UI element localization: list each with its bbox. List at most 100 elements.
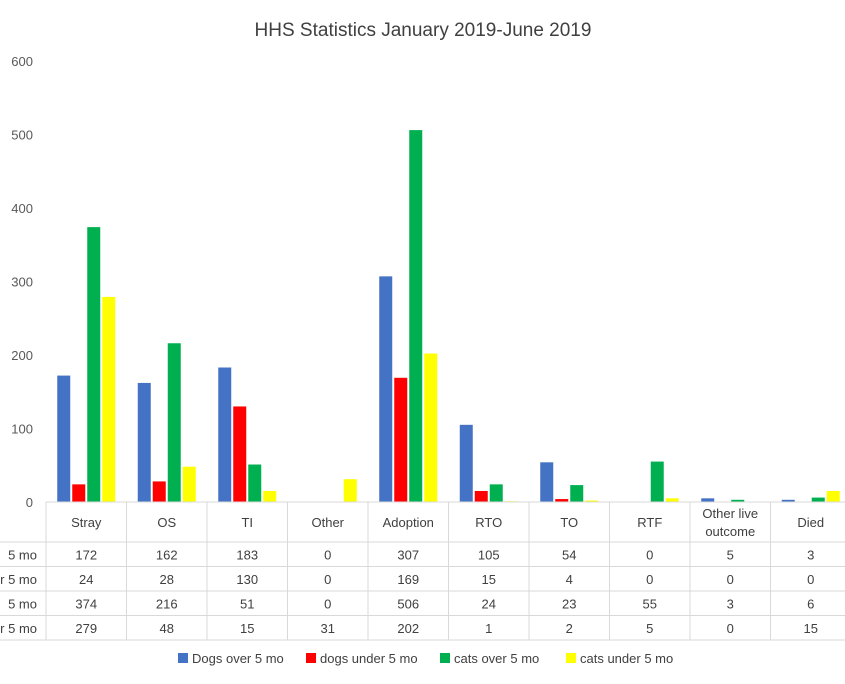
data-label-s0-c2: 183 <box>236 547 258 562</box>
bar-series3-cat9 <box>826 490 840 502</box>
category-label-6: TO <box>560 515 578 530</box>
row-label-1: er 5 mo <box>0 572 37 587</box>
data-label-s0-c8: 5 <box>727 547 734 562</box>
legend-swatch-2 <box>440 653 450 663</box>
data-label-s2-c9: 6 <box>807 596 814 611</box>
category-label-7: RTF <box>637 515 662 530</box>
data-label-s2-c1: 216 <box>156 596 178 611</box>
data-label-s2-c0: 374 <box>75 596 97 611</box>
data-label-s3-c4: 202 <box>397 621 419 636</box>
data-label-s1-c1: 28 <box>160 572 174 587</box>
category-label-5: RTO <box>475 515 502 530</box>
data-label-s0-c7: 0 <box>646 547 653 562</box>
data-label-s2-c5: 24 <box>482 596 496 611</box>
plot-area <box>57 130 840 503</box>
bar-series0-cat0 <box>57 375 71 502</box>
data-label-s2-c6: 23 <box>562 596 576 611</box>
data-label-s1-c6: 4 <box>566 572 573 587</box>
data-label-s3-c5: 1 <box>485 621 492 636</box>
bar-series3-cat2 <box>263 490 277 502</box>
data-label-s0-c9: 3 <box>807 547 814 562</box>
row-label-0: 5 mo <box>8 547 37 562</box>
legend-swatch-0 <box>178 653 188 663</box>
data-label-s2-c7: 55 <box>643 596 657 611</box>
data-label-s1-c8: 0 <box>727 572 734 587</box>
category-label-1: OS <box>157 515 176 530</box>
bar-series3-cat7 <box>665 498 679 502</box>
data-label-s0-c6: 54 <box>562 547 576 562</box>
data-label-s3-c1: 48 <box>160 621 174 636</box>
data-label-s1-c9: 0 <box>807 572 814 587</box>
bar-series0-cat6 <box>540 462 554 502</box>
data-label-s3-c7: 5 <box>646 621 653 636</box>
data-label-s0-c1: 162 <box>156 547 178 562</box>
data-label-s1-c3: 0 <box>324 572 331 587</box>
bar-series1-cat2 <box>233 406 247 502</box>
bar-series3-cat0 <box>102 296 116 502</box>
bar-series1-cat6 <box>555 499 569 502</box>
legend-label-1: dogs under 5 mo <box>320 651 418 666</box>
bar-series3-cat3 <box>343 479 357 502</box>
bar-series2-cat4 <box>409 130 423 502</box>
data-label-s1-c4: 169 <box>397 572 419 587</box>
legend-swatch-3 <box>566 653 576 663</box>
y-tick-label-1: 100 <box>11 422 33 437</box>
data-label-s0-c3: 0 <box>324 547 331 562</box>
legend-swatch-1 <box>306 653 316 663</box>
legend: Dogs over 5 mo dogs under 5 mo cats over 5… <box>178 651 673 666</box>
category-label-9: Died <box>797 515 824 530</box>
bar-series0-cat1 <box>137 382 151 502</box>
row-label-2: 5 mo <box>8 596 37 611</box>
data-label-s3-c3: 31 <box>321 621 335 636</box>
bar-series2-cat1 <box>167 343 181 502</box>
bar-series0-cat9 <box>781 499 795 502</box>
category-label-8: Other live outcome <box>702 506 758 539</box>
data-label-s3-c6: 2 <box>566 621 573 636</box>
data-label-s1-c0: 24 <box>79 572 93 587</box>
y-axis: 0 100 200 300 400 500 600 <box>11 54 33 510</box>
legend-label-2: cats over 5 mo <box>454 651 539 666</box>
bar-series2-cat7 <box>650 461 664 502</box>
legend-label-3: cats under 5 mo <box>580 651 673 666</box>
bar-series0-cat5 <box>459 424 473 502</box>
bar-series0-cat8 <box>701 498 715 502</box>
category-label-3: Other <box>311 515 344 530</box>
bar-series3-cat6 <box>585 500 599 502</box>
bar-series2-cat5 <box>489 484 503 502</box>
bar-series1-cat4 <box>394 377 408 502</box>
bar-series1-cat0 <box>72 484 86 502</box>
y-tick-label-5: 500 <box>11 128 33 143</box>
data-label-s2-c3: 0 <box>324 596 331 611</box>
bar-series1-cat1 <box>152 481 166 502</box>
bar-series0-cat2 <box>218 367 232 502</box>
data-label-s3-c0: 279 <box>75 621 97 636</box>
category-label-4: Adoption <box>383 515 434 530</box>
category-label-0: Stray <box>71 515 102 530</box>
data-label-s3-c2: 15 <box>240 621 254 636</box>
y-tick-label-4: 400 <box>11 201 33 216</box>
bar-series1-cat5 <box>474 490 488 502</box>
data-label-s2-c4: 506 <box>397 596 419 611</box>
y-tick-label-2: 200 <box>11 348 33 363</box>
chart-title: HHS Statistics January 2019-June 2019 <box>255 20 592 41</box>
data-label-s2-c8: 3 <box>727 596 734 611</box>
data-label-s0-c0: 172 <box>75 547 97 562</box>
data-label-s3-c8: 0 <box>727 621 734 636</box>
data-label-s1-c7: 0 <box>646 572 653 587</box>
data-label-s0-c5: 105 <box>478 547 500 562</box>
data-label-s3-c9: 15 <box>804 621 818 636</box>
legend-label-0: Dogs over 5 mo <box>192 651 284 666</box>
row-label-3: r 5 mo <box>0 621 37 636</box>
data-label-s1-c5: 15 <box>482 572 496 587</box>
bar-series0-cat4 <box>379 276 393 502</box>
bar-series2-cat2 <box>248 464 262 502</box>
y-tick-label-3: 300 <box>11 275 33 290</box>
bar-series2-cat8 <box>731 499 745 502</box>
bar-series2-cat0 <box>87 227 101 503</box>
bar-series2-cat9 <box>811 497 825 502</box>
bar-series3-cat4 <box>424 353 438 502</box>
data-label-s1-c2: 130 <box>236 572 258 587</box>
bar-series3-cat1 <box>182 466 196 502</box>
bar-series2-cat6 <box>570 485 584 502</box>
